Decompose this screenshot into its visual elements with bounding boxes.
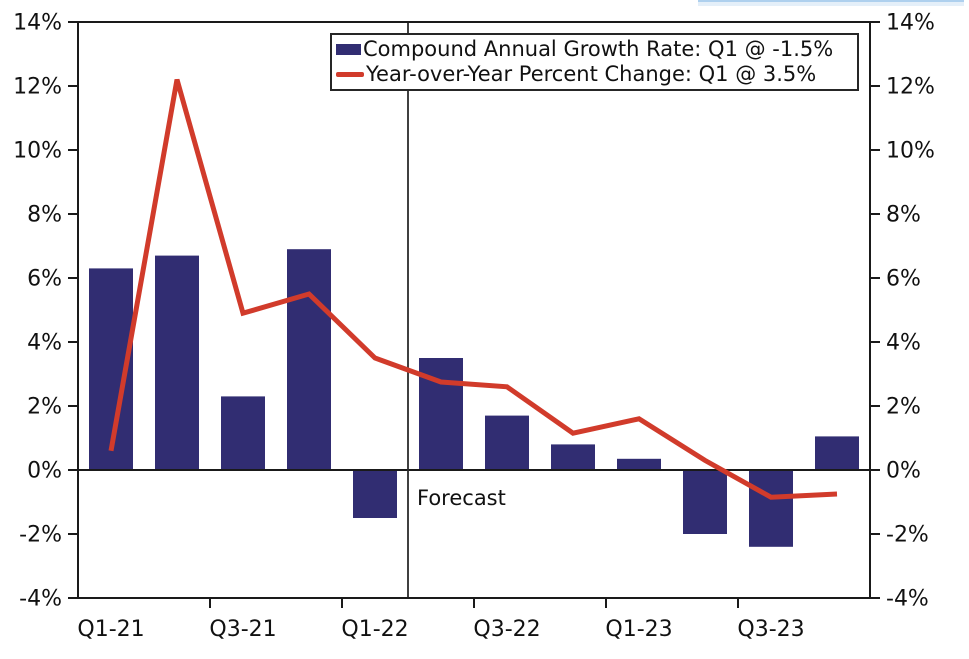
- legend-line-swatch-icon: [336, 72, 364, 78]
- y-tick-label-right: 8%: [886, 203, 921, 228]
- y-tick-label-right: 12%: [886, 75, 935, 100]
- y-tick-label-left: 2%: [27, 395, 62, 420]
- y-tick-label-left: 10%: [13, 139, 62, 164]
- x-tick-label-Q1-23: Q1-23: [605, 617, 672, 642]
- y-tick-label-left: 4%: [27, 331, 62, 356]
- bar-Q3-22: [485, 415, 529, 470]
- bar-Q4-23: [815, 436, 859, 470]
- bar-Q4-22: [551, 444, 595, 470]
- yoy-line: [108, 78, 838, 500]
- y-tick-label-right: -4%: [886, 587, 929, 612]
- y-tick-label-left: -2%: [19, 523, 62, 548]
- y-tick-label-left: 14%: [13, 11, 62, 36]
- x-tick-label-Q1-22: Q1-22: [341, 617, 408, 642]
- legend-label-yoy: Year-over-Year Percent Change: Q1 @ 3.5%: [366, 61, 817, 86]
- legend-item-yoy: Year-over-Year Percent Change: Q1 @ 3.5%: [336, 61, 853, 86]
- y-tick-label-left: 0%: [27, 459, 62, 484]
- y-tick-label-left: 6%: [27, 267, 62, 292]
- y-tick-label-right: 6%: [886, 267, 921, 292]
- x-tick-label-Q3-21: Q3-21: [209, 617, 276, 642]
- legend-label-cagr: Compound Annual Growth Rate: Q1 @ -1.5%: [363, 36, 834, 61]
- bar-Q3-21: [221, 396, 265, 470]
- x-tick-label-Q3-23: Q3-23: [737, 617, 804, 642]
- y-tick-label-right: 10%: [886, 139, 935, 164]
- y-tick-label-left: -4%: [19, 587, 62, 612]
- bar-Q2-23: [683, 470, 727, 534]
- x-tick-label-Q1-21: Q1-21: [77, 617, 144, 642]
- y-tick-label-left: 12%: [13, 75, 62, 100]
- y-tick-label-right: 0%: [886, 459, 921, 484]
- forecast-annotation: Forecast: [417, 486, 506, 510]
- y-tick-label-right: 14%: [886, 11, 935, 36]
- legend-item-cagr: Compound Annual Growth Rate: Q1 @ -1.5%: [336, 36, 853, 61]
- y-tick-label-right: -2%: [886, 523, 929, 548]
- bar-Q3-23: [749, 470, 793, 547]
- bar-Q1-23: [617, 458, 661, 470]
- legend-bar-swatch-icon: [336, 43, 361, 55]
- bar-Q2-21: [155, 255, 199, 470]
- cropped-ui-artifact-strip: [698, 0, 964, 6]
- y-tick-label-right: 4%: [886, 331, 921, 356]
- legend: Compound Annual Growth Rate: Q1 @ -1.5% …: [330, 33, 859, 91]
- bar-Q4-21: [287, 249, 331, 470]
- x-tick-label-Q3-22: Q3-22: [473, 617, 540, 642]
- bar-Q1-22: [353, 470, 397, 518]
- y-tick-label-right: 2%: [886, 395, 921, 420]
- y-tick-label-left: 8%: [27, 203, 62, 228]
